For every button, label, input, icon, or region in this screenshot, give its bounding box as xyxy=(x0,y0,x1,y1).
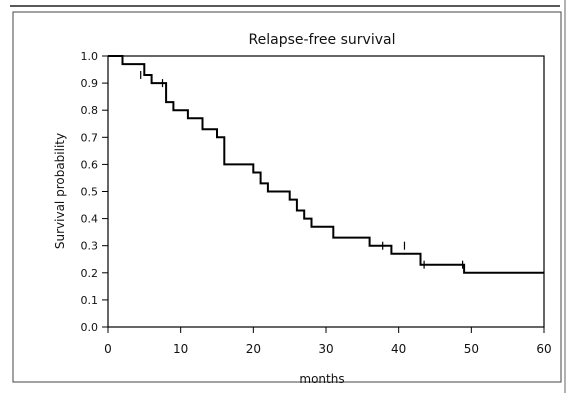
x-axis-ticks: 0 10 20 30 40 50 60 xyxy=(104,327,552,356)
y-tick-label: 0.5 xyxy=(81,186,99,199)
chart-title: Relapse-free survival xyxy=(249,32,396,48)
y-axis-label: Survival probability xyxy=(53,133,67,249)
y-tick-label: 0.8 xyxy=(81,104,99,117)
x-tick-label: 30 xyxy=(318,342,333,356)
x-tick-label: 10 xyxy=(173,342,188,356)
x-axis-label: months xyxy=(299,372,344,386)
y-tick-label: 1.0 xyxy=(81,50,99,63)
survival-step-line xyxy=(108,55,544,274)
survival-curve-layer xyxy=(108,55,544,274)
x-tick-label: 60 xyxy=(536,342,551,356)
y-tick-label: 0.4 xyxy=(81,213,99,226)
y-tick-label: 0.6 xyxy=(81,158,99,171)
y-tick-label: 0.1 xyxy=(81,294,99,307)
x-tick-label: 50 xyxy=(464,342,479,356)
y-tick-label: 0.9 xyxy=(81,77,99,90)
y-tick-label: 0.7 xyxy=(81,131,99,144)
y-tick-label: 0.3 xyxy=(81,240,99,253)
outer-panel-border xyxy=(12,11,562,383)
y-tick-label: 0.2 xyxy=(81,267,99,280)
x-tick-label: 40 xyxy=(391,342,406,356)
x-tick-label: 0 xyxy=(104,342,112,356)
x-tick-label: 20 xyxy=(246,342,261,356)
y-axis-ticks: 0.0 0.1 0.2 0.3 0.4 0.5 0.6 0.7 0.8 0.9 1.0 xyxy=(81,50,108,334)
y-tick-label: 0.0 xyxy=(81,321,99,334)
